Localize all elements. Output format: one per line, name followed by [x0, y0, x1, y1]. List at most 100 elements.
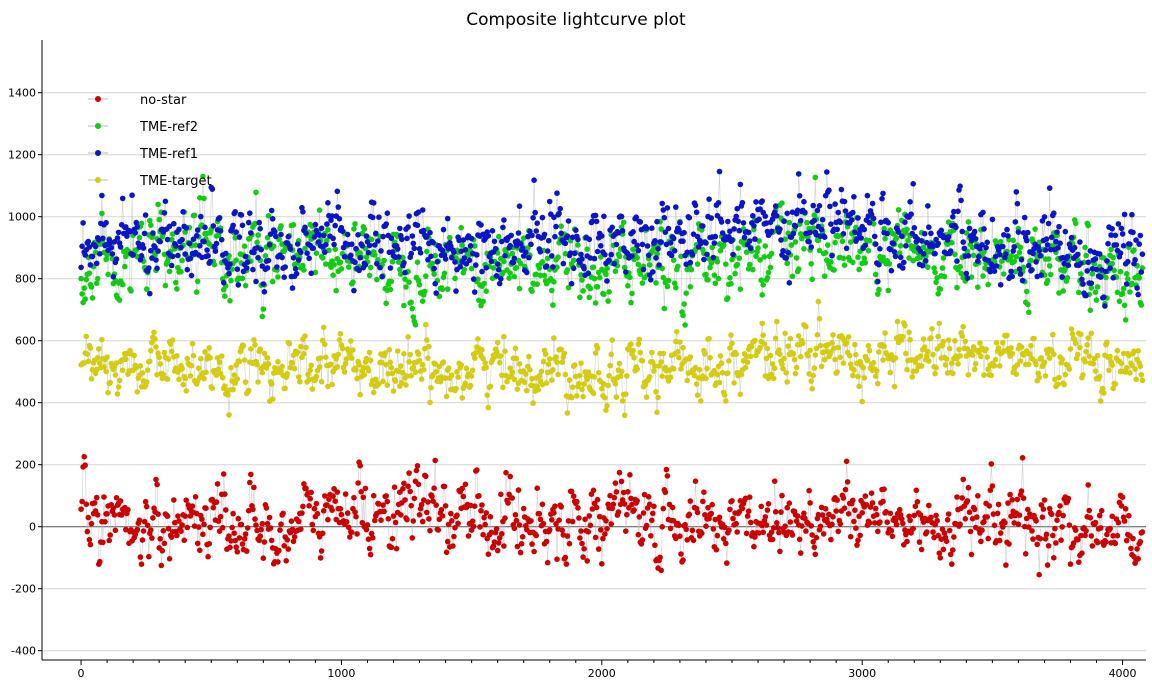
data-point [455, 374, 461, 381]
data-point [523, 249, 529, 256]
data-point [954, 494, 960, 500]
data-point [332, 498, 339, 505]
data-point [687, 498, 694, 504]
data-point [992, 253, 999, 260]
data-point [370, 389, 377, 396]
data-point [664, 473, 671, 479]
data-point [333, 355, 340, 362]
data-point [239, 541, 246, 547]
data-point [977, 340, 983, 346]
data-point [78, 264, 84, 271]
data-point [342, 360, 349, 367]
data-point [980, 273, 986, 279]
data-point [174, 286, 180, 292]
data-point [610, 501, 617, 508]
data-point [957, 353, 963, 359]
data-point [294, 241, 301, 247]
data-point [453, 385, 459, 392]
data-point [384, 498, 391, 505]
data-point [169, 231, 176, 237]
data-point [316, 207, 323, 213]
data-point [428, 385, 434, 391]
data-point [344, 510, 351, 516]
data-point [621, 412, 628, 419]
data-point [843, 458, 850, 465]
data-point [501, 543, 507, 549]
data-point [261, 539, 268, 545]
data-point [946, 345, 953, 352]
data-point [202, 349, 208, 355]
data-point [347, 534, 353, 540]
data-point [268, 537, 275, 544]
data-point [429, 260, 435, 267]
data-point [222, 383, 228, 389]
data-point [692, 478, 699, 485]
data-point [859, 510, 865, 516]
data-point [242, 531, 249, 537]
data-point [608, 251, 614, 258]
data-point [875, 528, 881, 535]
data-point [832, 239, 838, 246]
data-point [1061, 381, 1067, 388]
data-point [385, 371, 392, 377]
data-point [621, 501, 628, 507]
data-point [383, 300, 390, 307]
data-point [652, 363, 658, 370]
data-point [1108, 232, 1114, 238]
data-point [155, 201, 161, 208]
data-point [564, 533, 571, 539]
data-point [900, 333, 906, 340]
data-point [569, 518, 576, 525]
data-point [997, 238, 1004, 245]
data-point [661, 214, 668, 221]
data-point [1088, 533, 1095, 539]
data-point [806, 238, 812, 245]
data-point [508, 232, 514, 239]
data-point [175, 264, 181, 271]
data-point [592, 212, 599, 219]
data-point [461, 255, 468, 261]
data-point [433, 290, 440, 296]
data-point [459, 485, 466, 492]
data-point [879, 195, 885, 202]
data-point [827, 203, 833, 210]
data-point [1127, 370, 1133, 376]
data-point [183, 497, 189, 504]
data-point [1028, 257, 1034, 264]
legend-label-TME-target: TME-target [139, 174, 212, 189]
data-point [1039, 514, 1046, 520]
data-point [1075, 251, 1081, 258]
data-point [113, 256, 120, 262]
data-point [958, 197, 964, 204]
data-point [938, 227, 945, 234]
data-point [663, 241, 670, 248]
data-point [248, 471, 254, 478]
data-point [1101, 294, 1107, 300]
data-point [711, 367, 718, 374]
data-point [1120, 350, 1127, 357]
data-point [871, 520, 878, 526]
data-point [726, 527, 732, 533]
data-point [1017, 358, 1024, 364]
data-point [306, 376, 312, 383]
data-point [343, 356, 350, 362]
data-point [558, 346, 564, 353]
data-point [1097, 398, 1104, 404]
data-point [338, 266, 345, 272]
data-point [818, 363, 825, 370]
data-point [424, 509, 430, 516]
data-point [387, 286, 394, 293]
data-point [720, 242, 727, 248]
data-point [680, 557, 686, 563]
data-point [473, 350, 479, 356]
data-point [313, 500, 320, 507]
data-point [885, 287, 891, 294]
data-point [1137, 363, 1144, 370]
data-point [509, 495, 515, 501]
data-point [306, 255, 312, 262]
data-point [970, 252, 977, 259]
data-point [1080, 372, 1086, 378]
data-point [604, 403, 610, 409]
